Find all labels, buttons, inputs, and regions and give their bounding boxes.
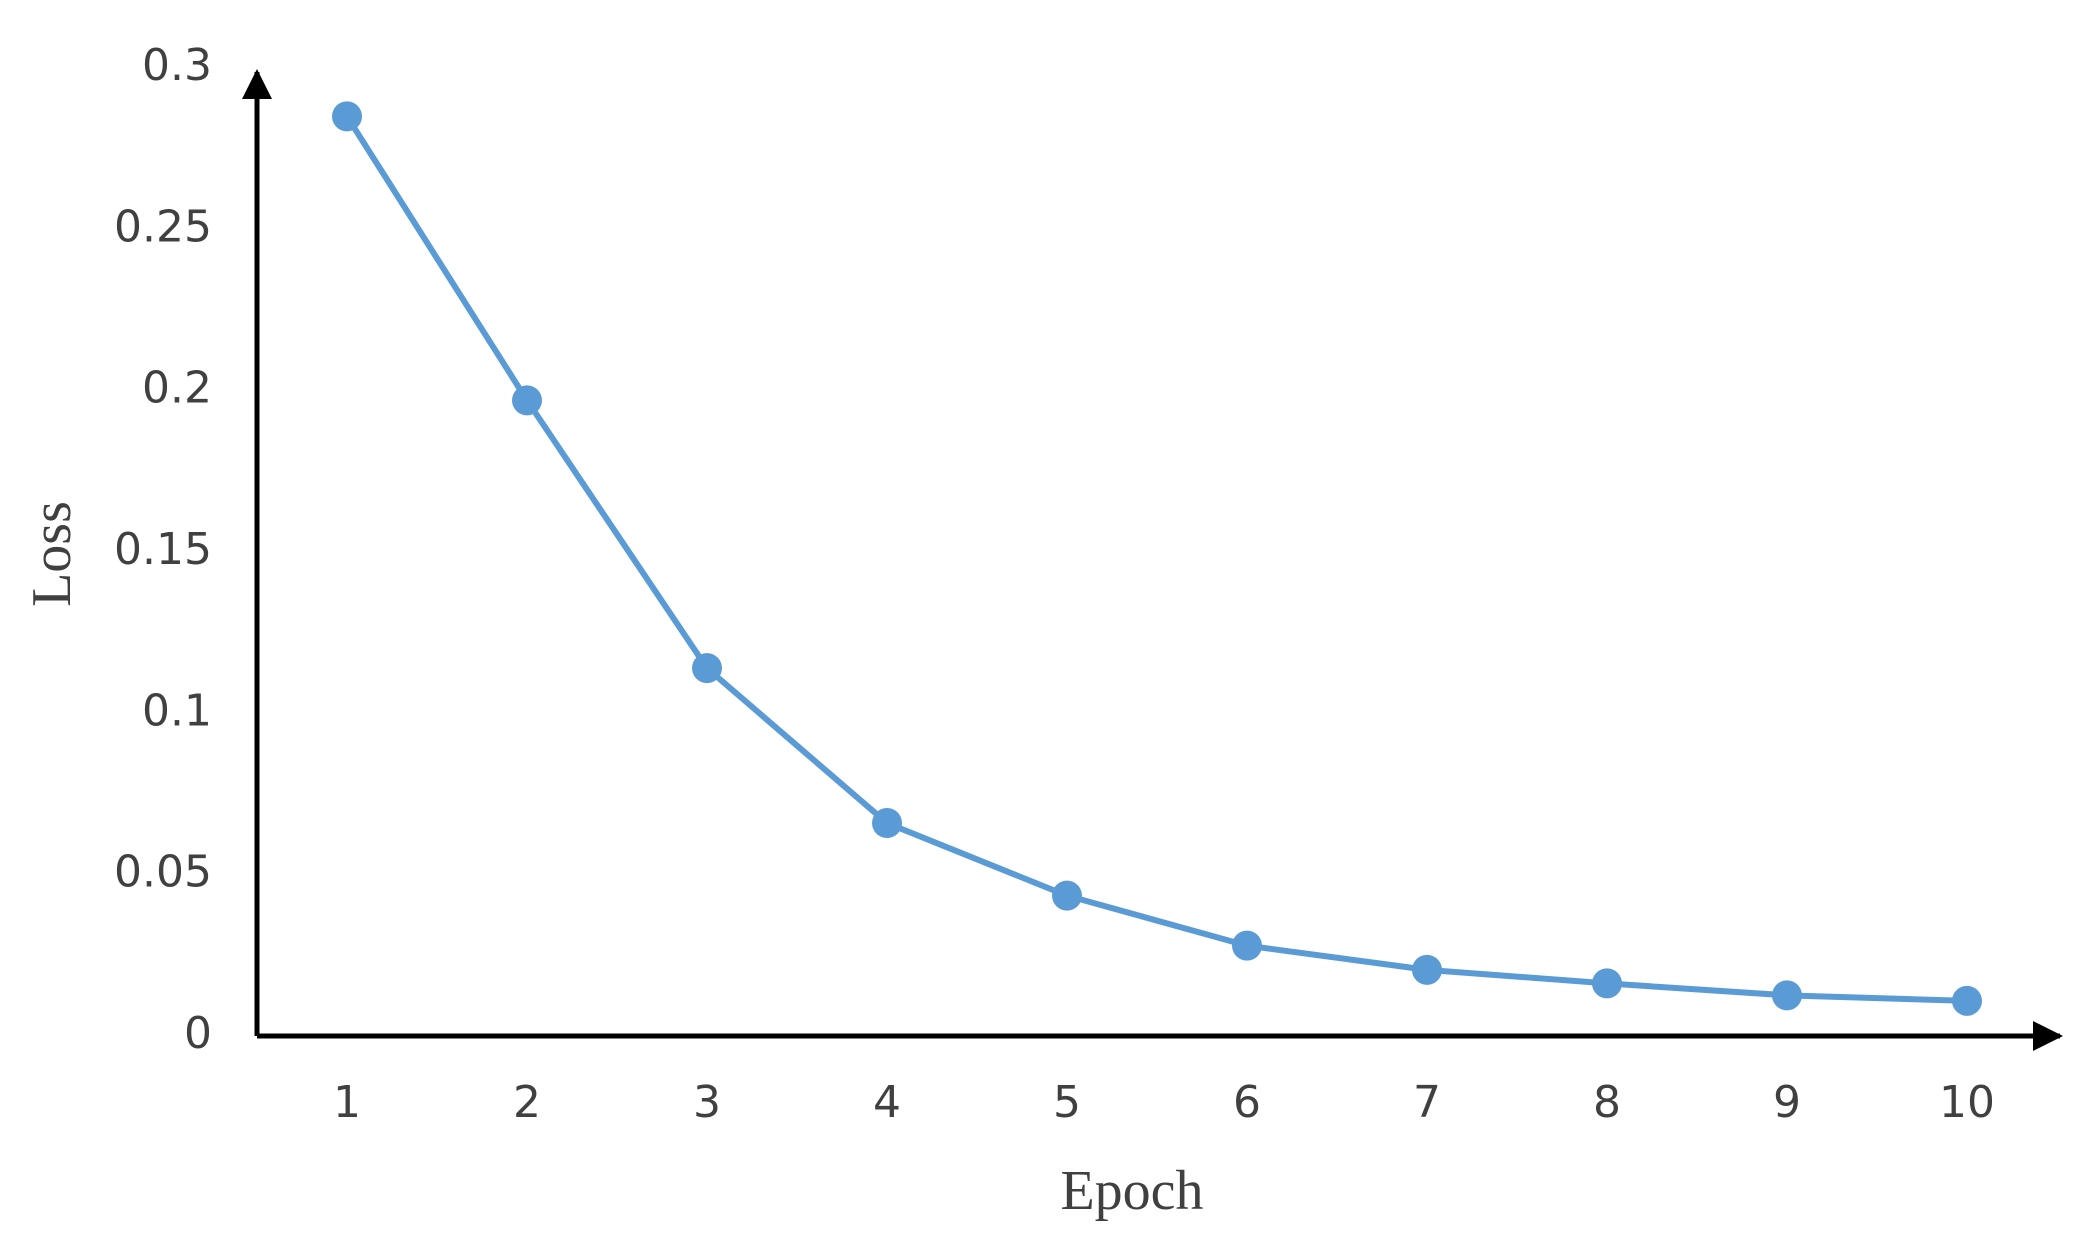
data-point (332, 101, 362, 132)
x-tick-label: 4 (873, 1077, 901, 1128)
y-tick-label: 0.2 (142, 363, 212, 414)
data-point (1412, 954, 1442, 985)
data-point (512, 385, 542, 416)
y-tick-label: 0.3 (142, 40, 212, 91)
data-point (1772, 980, 1802, 1011)
data-point (872, 808, 902, 839)
x-tick-label: 10 (1939, 1077, 1995, 1128)
x-axis-title: Epoch (1060, 1160, 1203, 1222)
y-axis-title: Loss (21, 501, 83, 607)
y-tick-label: 0.1 (142, 685, 212, 736)
x-tick-label: 6 (1233, 1077, 1261, 1128)
x-tick-label: 5 (1053, 1077, 1081, 1128)
data-line (344, 114, 1968, 1004)
x-tick-label: 8 (1593, 1077, 1621, 1128)
data-point (1232, 930, 1262, 961)
data-point (1952, 985, 1982, 1016)
data-point (692, 653, 722, 684)
data-point (1052, 880, 1082, 911)
x-tick-label: 9 (1773, 1077, 1801, 1128)
x-tick-label: 7 (1413, 1077, 1441, 1128)
y-tick-label: 0.15 (114, 524, 212, 575)
y-tick-label: 0.05 (114, 847, 212, 898)
x-tick-label: 3 (693, 1077, 721, 1128)
x-tick-label: 2 (513, 1077, 541, 1128)
data-point (1592, 968, 1622, 999)
x-tick-label: 1 (333, 1077, 361, 1128)
y-tick-label: 0.25 (114, 201, 212, 252)
y-tick-label: 0 (184, 1008, 212, 1059)
